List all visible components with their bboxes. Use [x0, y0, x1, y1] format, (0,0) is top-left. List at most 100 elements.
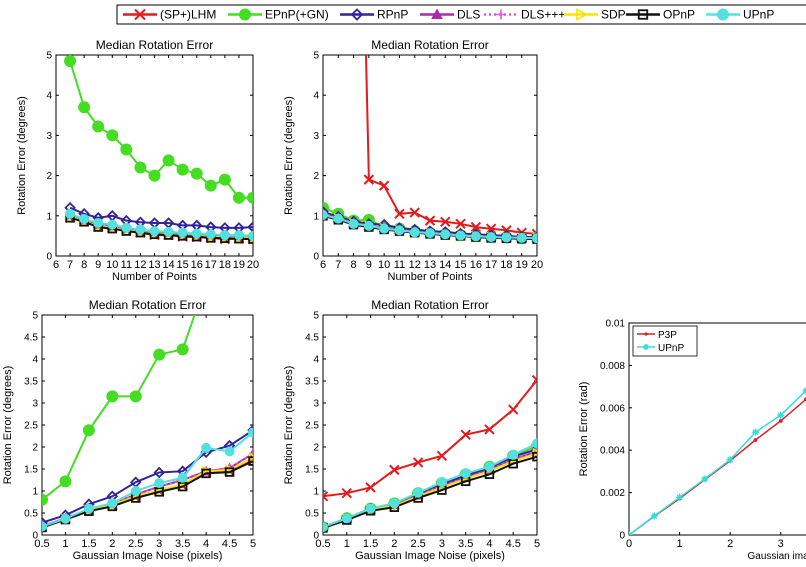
data-point: [509, 450, 518, 459]
y-tick-label: 0: [32, 531, 38, 542]
data-point: [130, 391, 141, 402]
data-point: [779, 419, 783, 423]
x-tick-label: 9: [366, 259, 372, 271]
data-point: [154, 349, 165, 360]
y-axis-label: Rotation Error (degrees): [283, 366, 295, 485]
y-tick-label: 2.5: [305, 421, 319, 432]
series: [38, 454, 257, 532]
y-tick-label: 3: [313, 131, 319, 142]
data-point: [485, 462, 494, 471]
y-tick-label: 0.5: [24, 509, 38, 520]
y-axis-label: Rotation Error (rad): [578, 382, 590, 477]
data-point: [177, 164, 188, 175]
y-tick-label: 3: [32, 399, 38, 410]
data-point: [395, 226, 404, 235]
data-point: [94, 219, 103, 228]
y-tick-label: 3: [313, 399, 319, 410]
data-point: [177, 344, 188, 355]
x-axis-label: Number of Points: [112, 271, 197, 283]
data-point: [249, 428, 258, 437]
chart-panel: 0.5 1 1.5 2 2.5 3 3.5 4 4.5 500.511.522.533.544.5…: [2, 298, 258, 562]
series: [626, 387, 806, 538]
x-tick-label: 1: [677, 538, 683, 550]
y-tick-label: 3.5: [305, 377, 319, 388]
y-tick-label: 5: [46, 51, 52, 62]
y-tick-label: 0.5: [305, 509, 319, 520]
data-point: [61, 514, 70, 523]
y-tick-label: 1: [32, 487, 38, 498]
x-tick-label: 2.5: [128, 538, 143, 550]
data-point: [225, 447, 234, 456]
data-point: [93, 121, 104, 132]
series: [37, 302, 200, 506]
x-tick-label: 4: [203, 538, 209, 550]
x-tick-label: 14: [439, 259, 451, 271]
data-point: [191, 168, 202, 179]
chart-panel: 0 1 2 300.0020.0040.0060.0080.01Gaussian im…: [578, 319, 806, 563]
data-point: [319, 210, 328, 219]
y-tick-label: 0: [619, 531, 625, 542]
data-point: [410, 228, 419, 237]
x-tick-label: 14: [162, 259, 174, 271]
legend-label: RPnP: [377, 8, 408, 22]
x-tick-label: 6: [53, 259, 59, 271]
y-axis-label: Rotation Error (degrees): [283, 96, 295, 215]
legend-marker: [240, 9, 251, 20]
series-line: [323, 380, 537, 496]
x-tick-label: 13: [424, 259, 436, 271]
data-point: [471, 232, 480, 241]
series-line: [42, 430, 253, 522]
series: [38, 426, 258, 527]
data-point: [83, 425, 94, 436]
series-line: [42, 433, 253, 527]
series-line: [629, 391, 806, 535]
legend-label: SDP: [601, 8, 626, 22]
x-tick-label: 3.5: [175, 538, 190, 550]
legend-marker: [718, 9, 729, 20]
charts: 6 7 8 9 10 11 12 13 14 15 16 17 18 19 20012345Median R…: [2, 38, 806, 562]
x-tick-label: 2: [391, 538, 397, 550]
x-tick-label: 8: [81, 259, 87, 271]
x-tick-label: 16: [191, 259, 203, 271]
data-point: [380, 224, 389, 233]
legend-label: EPnP(+GN): [265, 8, 329, 22]
legend-label: DLS: [457, 8, 480, 22]
data-point: [80, 215, 89, 224]
x-axis-label: Gaussian Image Noise (pixels): [355, 550, 505, 562]
data-point: [426, 229, 435, 238]
data-point: [178, 473, 187, 482]
x-tick-label: 10: [378, 259, 390, 271]
y-tick-label: 0.01: [606, 319, 626, 330]
x-tick-label: 1.5: [81, 538, 96, 550]
axes-frame: [323, 315, 537, 535]
data-point: [487, 233, 496, 242]
series: [65, 56, 259, 204]
x-axis-label: Gaussian image noise: [748, 551, 806, 562]
x-tick-label: 16: [470, 259, 482, 271]
data-point: [319, 523, 328, 532]
y-tick-label: 1: [46, 211, 52, 222]
chart-title: Median Rotation Error: [89, 298, 206, 312]
y-tick-label: 0: [313, 252, 319, 263]
data-point: [219, 174, 230, 185]
legend-label: (SP+)LHM: [160, 8, 216, 22]
series-line: [323, 444, 537, 528]
data-point: [533, 234, 542, 243]
x-tick-label: 12: [134, 259, 146, 271]
x-tick-label: 5: [250, 538, 256, 550]
data-point: [205, 180, 216, 191]
y-tick-label: 0.008: [600, 361, 625, 372]
x-tick-label: 5: [534, 538, 540, 550]
x-tick-label: 0: [626, 538, 632, 550]
data-point: [107, 391, 118, 402]
data-point: [164, 227, 173, 236]
data-point: [65, 56, 76, 67]
x-tick-label: 18: [219, 259, 231, 271]
data-point: [121, 144, 132, 155]
inset-legend-marker: [644, 332, 647, 335]
x-tick-label: 3.5: [458, 538, 473, 550]
x-tick-label: 4: [486, 538, 492, 550]
data-point: [220, 231, 229, 240]
data-point: [366, 504, 375, 513]
data-point: [233, 192, 244, 203]
